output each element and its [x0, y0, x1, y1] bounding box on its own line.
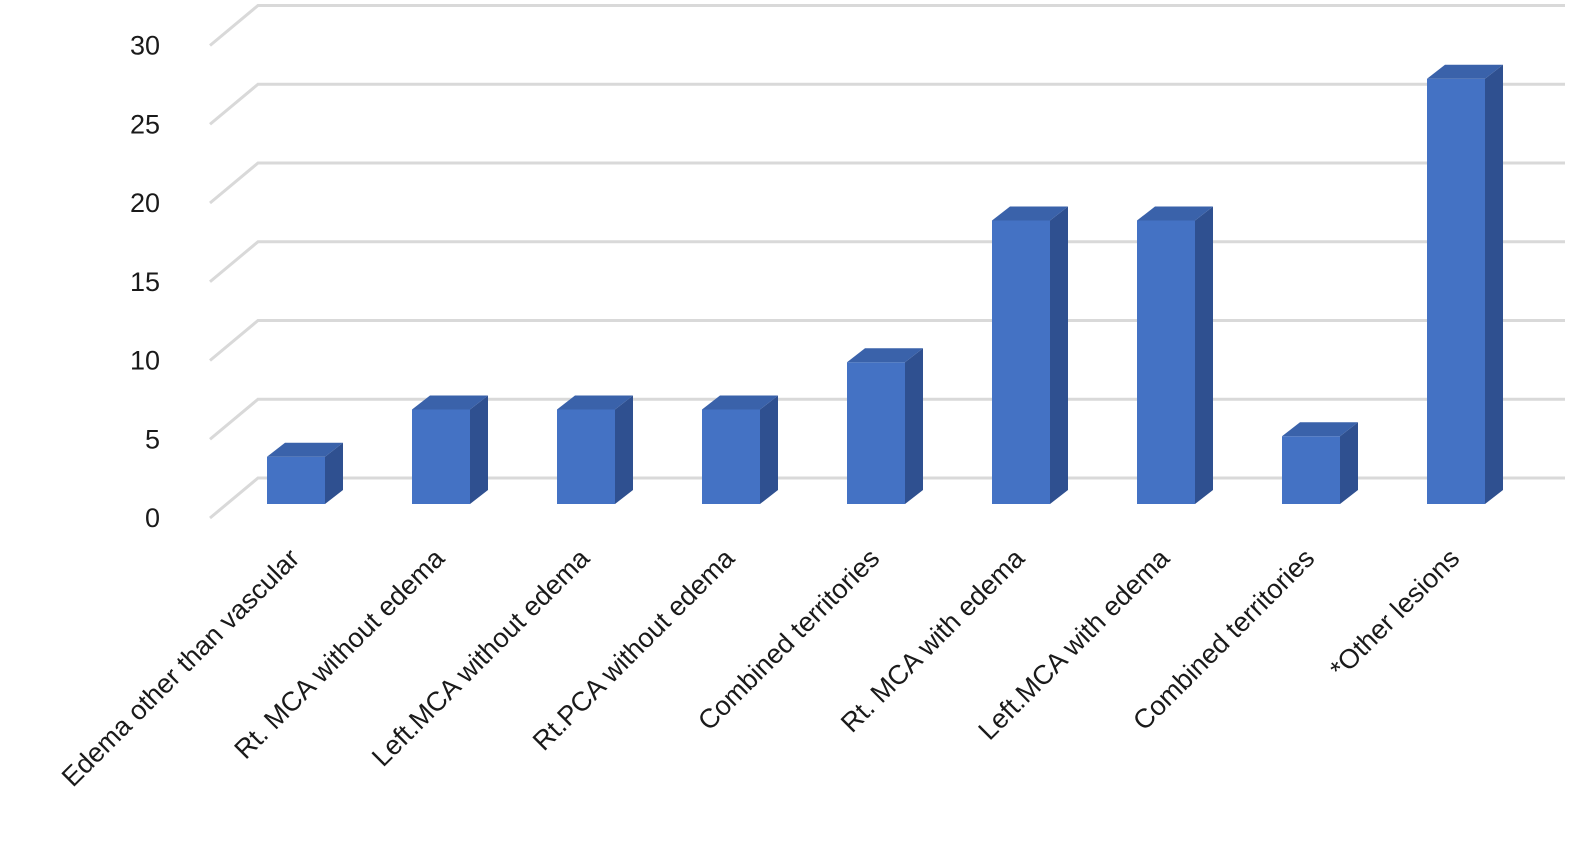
bar-top — [992, 206, 1068, 221]
y-tick-label: 0 — [145, 503, 160, 533]
y-tick-label: 15 — [130, 267, 160, 297]
bar-side — [760, 395, 778, 504]
bar — [1282, 422, 1358, 504]
gridlines — [209, 4, 1565, 520]
bar-top — [702, 395, 778, 410]
bar — [557, 395, 633, 504]
gridline — [209, 476, 1565, 520]
bar-side — [1195, 206, 1213, 504]
bar-side — [1340, 422, 1358, 504]
bar-side — [615, 395, 633, 504]
bar — [847, 348, 923, 504]
bar-top — [1137, 206, 1213, 221]
gridline — [209, 4, 1565, 47]
bar — [1137, 206, 1213, 504]
bar-top — [847, 348, 923, 363]
bar-front — [412, 409, 470, 504]
bars — [267, 64, 1503, 504]
y-axis-tick-labels: 0 5 10 15 20 25 30 — [130, 31, 160, 534]
bar-front — [1427, 78, 1485, 504]
y-tick-label: 20 — [130, 188, 160, 218]
y-tick-label: 25 — [130, 109, 160, 139]
bar-top — [412, 395, 488, 410]
bar — [412, 395, 488, 504]
bar-front — [267, 456, 325, 504]
bar-front — [702, 409, 760, 504]
gridline — [209, 82, 1565, 126]
gridline — [209, 161, 1565, 205]
bar — [267, 442, 343, 504]
bar-front — [1137, 220, 1195, 504]
bar-side — [1050, 206, 1068, 504]
gridline — [209, 240, 1565, 283]
bar-top — [1427, 64, 1503, 79]
bar-top — [557, 395, 633, 410]
y-tick-label: 5 — [145, 424, 160, 454]
bar-front — [992, 220, 1050, 504]
gridline — [209, 397, 1565, 441]
x-category-label: *Other lesions — [1324, 543, 1465, 684]
y-tick-label: 30 — [130, 31, 160, 61]
bar-front — [847, 362, 905, 504]
bar-top — [1282, 422, 1358, 437]
bar — [702, 395, 778, 504]
gridline — [209, 319, 1565, 362]
bar-side — [470, 395, 488, 504]
bar-side — [1485, 64, 1503, 504]
bar-top — [267, 442, 343, 457]
bar — [992, 206, 1068, 504]
bar-side — [325, 442, 343, 504]
y-tick-label: 10 — [130, 346, 160, 376]
x-category-label: Edema other than vascular — [56, 543, 305, 792]
bar-side — [905, 348, 923, 504]
bar-front — [1282, 436, 1340, 504]
bar-front — [557, 409, 615, 504]
bar — [1427, 64, 1503, 504]
